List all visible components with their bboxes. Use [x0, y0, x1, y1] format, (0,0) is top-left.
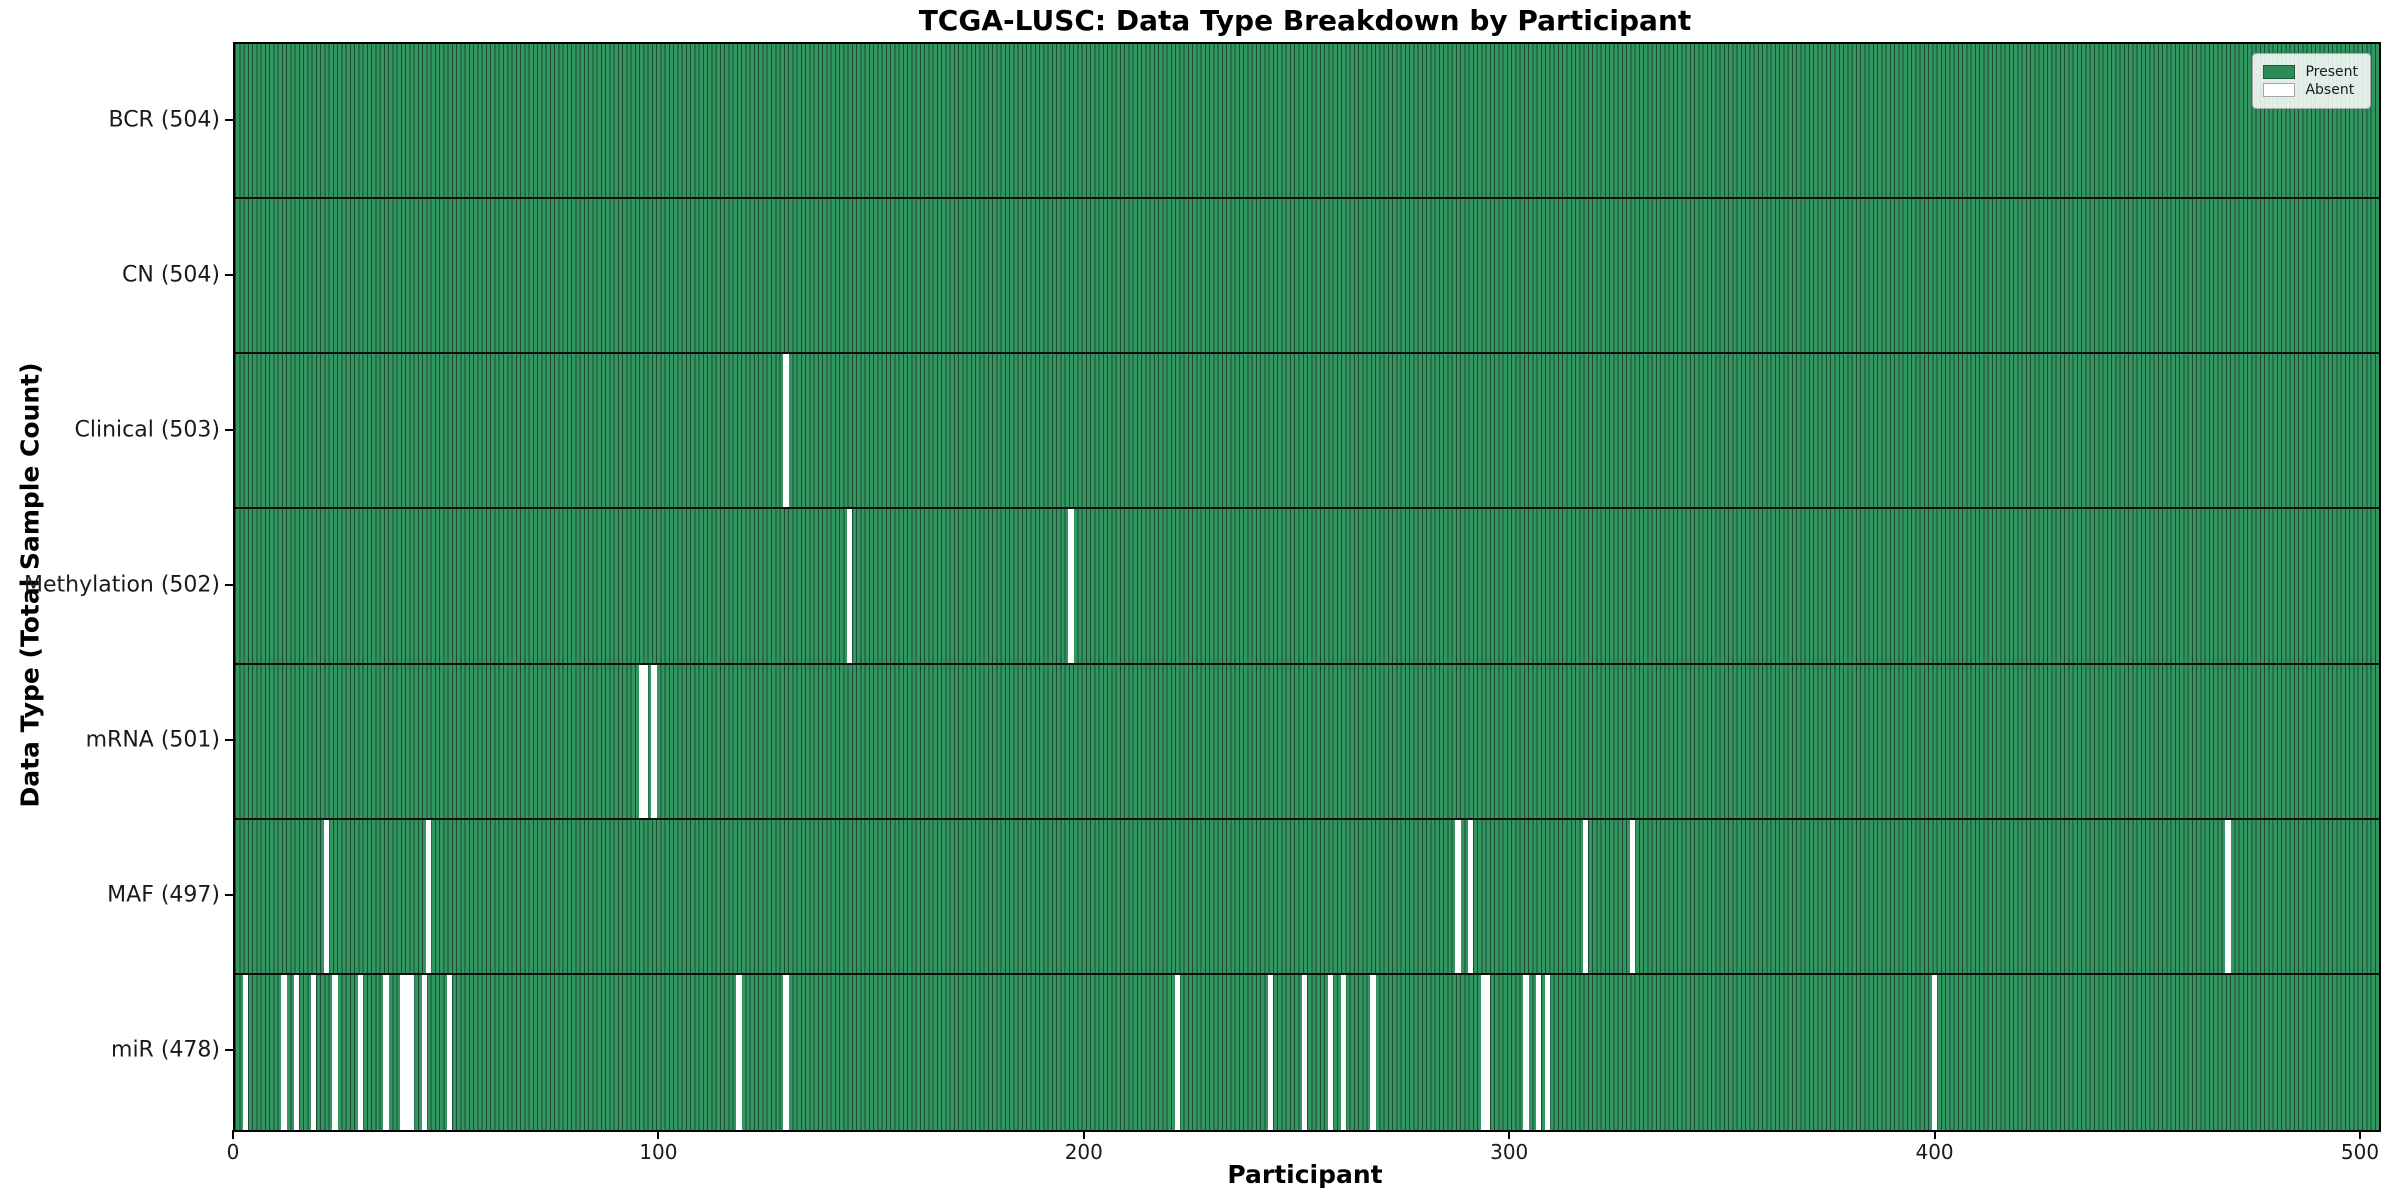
y-tick-label-bcr: BCR (504)	[108, 107, 220, 133]
absent-gap	[783, 974, 789, 1130]
absent-gap	[1523, 974, 1529, 1130]
y-tick-label-methylation: Methylation (502)	[24, 572, 220, 598]
absent-gap	[1268, 974, 1274, 1130]
absent-gap	[1068, 509, 1074, 663]
absent-gap	[2225, 819, 2231, 973]
absent-gap	[311, 974, 317, 1130]
x-axis-label: Participant	[1227, 1160, 1383, 1189]
legend-label-absent: Absent	[2305, 82, 2355, 98]
x-tick-mark	[232, 1130, 234, 1139]
x-tick-mark	[657, 1130, 660, 1139]
absent-gap	[1536, 974, 1542, 1130]
absent-gap	[1583, 819, 1589, 973]
legend: Present Absent	[2252, 53, 2371, 109]
y-tick-mark	[225, 428, 233, 431]
absent-gap	[425, 819, 432, 973]
plot-area: Present Absent	[233, 42, 2381, 1132]
absent-gap	[404, 974, 410, 1130]
x-tick-label-100: 100	[639, 1140, 678, 1164]
y-tick-mark	[225, 273, 233, 276]
y-tick-mark	[225, 894, 233, 897]
absent-gap	[1327, 974, 1334, 1130]
absent-gap	[421, 974, 427, 1130]
absent-gap	[1370, 974, 1376, 1130]
y-tick-mark	[225, 1049, 233, 1052]
row-mir	[235, 974, 2379, 1130]
absent-gap	[447, 974, 453, 1130]
x-tick-label-400: 400	[1915, 1140, 1954, 1164]
absent-gap	[1302, 974, 1308, 1130]
absent-gap	[357, 974, 364, 1130]
absent-gap	[281, 974, 287, 1130]
absent-gap	[642, 664, 649, 818]
y-tick-label-clinical: Clinical (503)	[74, 417, 220, 443]
row-maf	[235, 819, 2379, 975]
y-tick-label-mir: miR (478)	[111, 1037, 220, 1063]
absent-gap	[1485, 974, 1491, 1130]
absent-gap	[736, 974, 742, 1130]
y-tick-mark	[225, 118, 233, 121]
absent-gap	[400, 974, 406, 1130]
absent-gap	[1340, 974, 1346, 1130]
absent-gap	[383, 974, 389, 1130]
row-bcr	[235, 44, 2379, 200]
x-tick-mark	[1933, 1130, 1936, 1139]
absent-gap	[1468, 819, 1474, 973]
legend-label-present: Present	[2305, 64, 2358, 80]
x-tick-mark	[1082, 1130, 1085, 1139]
absent-gap	[1931, 974, 1938, 1130]
y-tick-mark	[225, 739, 233, 742]
absent-gap	[1174, 974, 1180, 1130]
chart-title: TCGA-LUSC: Data Type Breakdown by Partic…	[918, 4, 1692, 37]
absent-gap	[1544, 974, 1550, 1130]
y-tick-mark	[225, 584, 233, 586]
legend-item-absent: Absent	[2263, 83, 2358, 97]
absent-swatch-icon	[2263, 83, 2296, 97]
absent-gap	[1629, 819, 1636, 973]
y-tick-label-maf: MAF (497)	[107, 882, 220, 908]
x-tick-mark	[1508, 1130, 1511, 1139]
absent-gap	[323, 819, 330, 973]
absent-gap	[243, 974, 249, 1130]
legend-item-present: Present	[2263, 65, 2358, 79]
x-tick-label-200: 200	[1064, 1140, 1103, 1164]
absent-gap	[294, 974, 300, 1130]
absent-gap	[1455, 819, 1461, 973]
x-tick-label-300: 300	[1490, 1140, 1529, 1164]
row-clinical	[235, 354, 2379, 510]
present-swatch-icon	[2263, 65, 2296, 79]
absent-gap	[408, 974, 415, 1130]
absent-gap	[1480, 974, 1487, 1130]
row-mrna	[235, 664, 2379, 820]
row-methylation	[235, 509, 2379, 665]
x-tick-mark	[2358, 1130, 2361, 1139]
absent-gap	[651, 664, 657, 818]
absent-gap	[332, 974, 338, 1130]
row-cn	[235, 199, 2379, 355]
absent-gap	[847, 509, 853, 663]
absent-gap	[783, 354, 789, 508]
y-tick-label-cn: CN (504)	[122, 262, 220, 288]
absent-gap	[638, 664, 644, 818]
x-tick-label-500: 500	[2340, 1140, 2380, 1164]
y-tick-label-mrna: mRNA (501)	[85, 727, 220, 753]
x-tick-label-0: 0	[226, 1140, 240, 1164]
